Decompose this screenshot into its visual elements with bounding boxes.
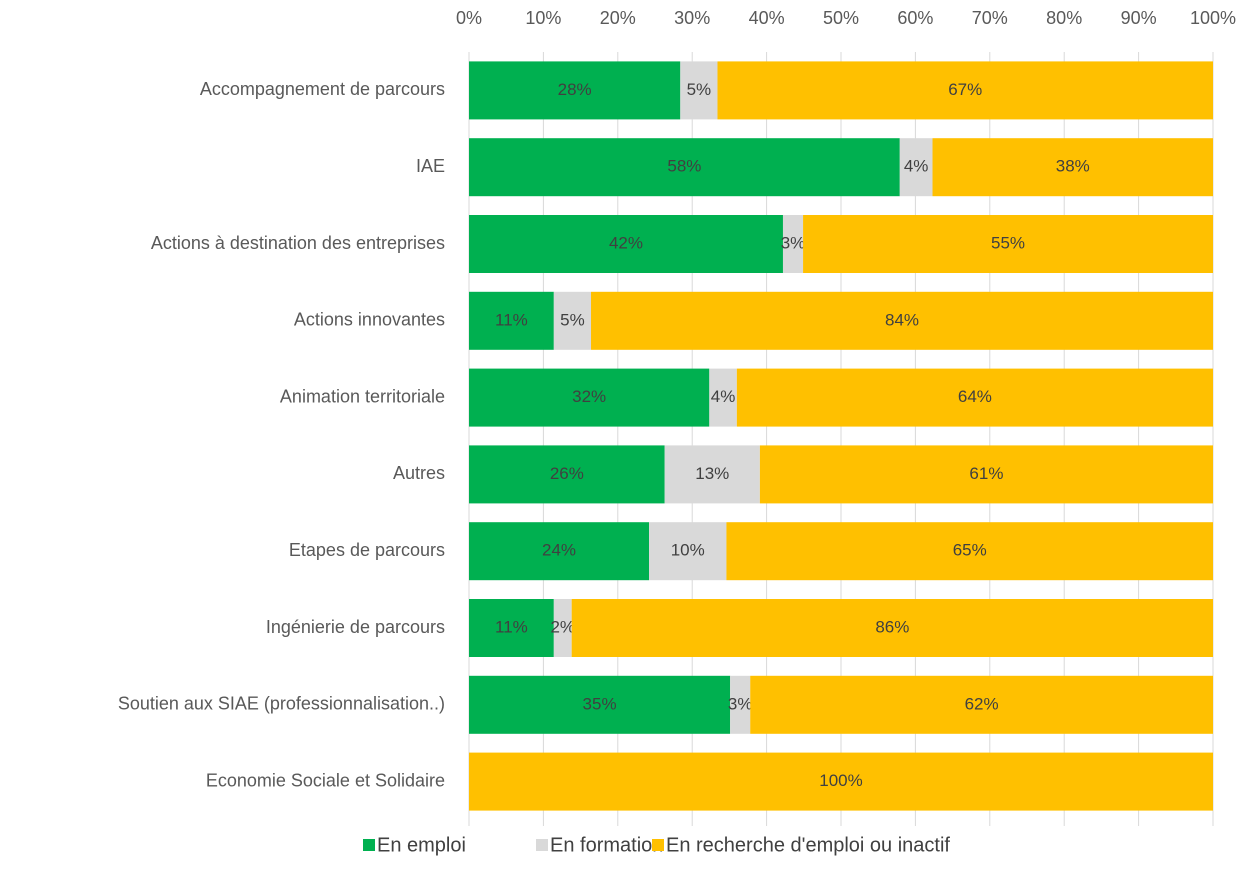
data-label: 100% <box>819 771 862 790</box>
bar-segment <box>591 291 1213 350</box>
bar-segment <box>469 445 665 504</box>
bar-segment <box>709 368 737 427</box>
bar-segment <box>759 445 1213 504</box>
x-tick-label: 0% <box>456 8 482 28</box>
x-tick-label: 30% <box>674 8 710 28</box>
data-label: 3% <box>728 694 753 713</box>
bar-segment <box>726 522 1213 581</box>
x-tick-label: 80% <box>1046 8 1082 28</box>
y-tick-label: Soutien aux SIAE (professionnalisation..… <box>118 694 445 714</box>
data-label: 42% <box>609 233 643 252</box>
data-label: 61% <box>969 464 1003 483</box>
legend-label: En formation <box>550 834 663 856</box>
data-label: 5% <box>560 310 585 329</box>
legend-swatch <box>536 839 548 851</box>
bar-segment <box>899 138 933 197</box>
y-tick-label: Animation territoriale <box>280 386 445 406</box>
bar-segment <box>469 522 650 581</box>
legend-label: En recherche d'emploi ou inactif <box>666 834 950 856</box>
data-label: 28% <box>558 80 592 99</box>
data-label: 86% <box>875 617 909 636</box>
bar-segment <box>469 599 554 657</box>
x-tick-label: 90% <box>1121 8 1157 28</box>
data-label: 4% <box>904 157 929 176</box>
y-tick-label: Autres <box>393 463 445 483</box>
data-label: 58% <box>667 157 701 176</box>
data-label: 65% <box>953 541 987 560</box>
bar-segment <box>571 599 1213 657</box>
data-label: 11% <box>495 617 528 636</box>
data-label: 62% <box>965 694 999 713</box>
data-label: 10% <box>671 541 705 560</box>
y-tick-label: Economie Sociale et Solidaire <box>206 770 445 790</box>
legend-swatch <box>652 839 664 851</box>
data-label: 32% <box>572 387 606 406</box>
y-tick-label: Actions innovantes <box>294 310 445 330</box>
y-tick-label: IAE <box>416 156 445 176</box>
data-label: 3% <box>781 233 806 252</box>
data-label: 55% <box>991 233 1025 252</box>
data-label: 24% <box>542 541 576 560</box>
bar-segment <box>469 138 900 197</box>
data-label: 26% <box>550 464 584 483</box>
y-tick-label: Actions à destination des entreprises <box>151 233 445 253</box>
data-label: 67% <box>948 80 982 99</box>
bar-segment <box>649 522 727 581</box>
data-label: 5% <box>687 80 712 99</box>
x-tick-label: 20% <box>600 8 636 28</box>
bar-segment <box>730 675 751 734</box>
bar-segment <box>717 61 1213 120</box>
x-tick-label: 100% <box>1190 8 1236 28</box>
data-label: 13% <box>695 464 729 483</box>
bar-segment <box>803 215 1213 273</box>
legend-swatch <box>363 839 375 851</box>
bar-segment <box>469 215 783 273</box>
x-tick-label: 60% <box>897 8 933 28</box>
bar-segment <box>750 675 1213 734</box>
data-label: 64% <box>958 387 992 406</box>
data-label: 4% <box>711 387 736 406</box>
bar-segment <box>782 215 804 273</box>
y-tick-label: Accompagnement de parcours <box>200 79 445 99</box>
y-tick-label: Ingénierie de parcours <box>266 617 445 637</box>
bar-segment <box>736 368 1213 427</box>
data-label: 11% <box>495 310 528 329</box>
bar-segment <box>469 675 731 734</box>
data-label: 38% <box>1056 157 1090 176</box>
data-label: 2% <box>550 617 575 636</box>
bar-segment <box>469 368 710 427</box>
x-tick-label: 40% <box>749 8 785 28</box>
x-tick-label: 50% <box>823 8 859 28</box>
x-tick-label: 70% <box>972 8 1008 28</box>
bar-segment <box>553 291 592 350</box>
x-tick-label: 10% <box>525 8 561 28</box>
bar-segment <box>664 445 760 504</box>
bar-segment <box>680 61 718 120</box>
bar-segment <box>469 752 1213 811</box>
data-label: 84% <box>885 310 919 329</box>
bar-segment <box>932 138 1213 197</box>
bar-segment <box>469 291 554 350</box>
legend-label: En emploi <box>377 834 466 856</box>
bar-segment <box>553 599 572 657</box>
bar-segment <box>469 61 681 120</box>
y-tick-label: Etapes de parcours <box>289 540 445 560</box>
data-label: 35% <box>583 694 617 713</box>
